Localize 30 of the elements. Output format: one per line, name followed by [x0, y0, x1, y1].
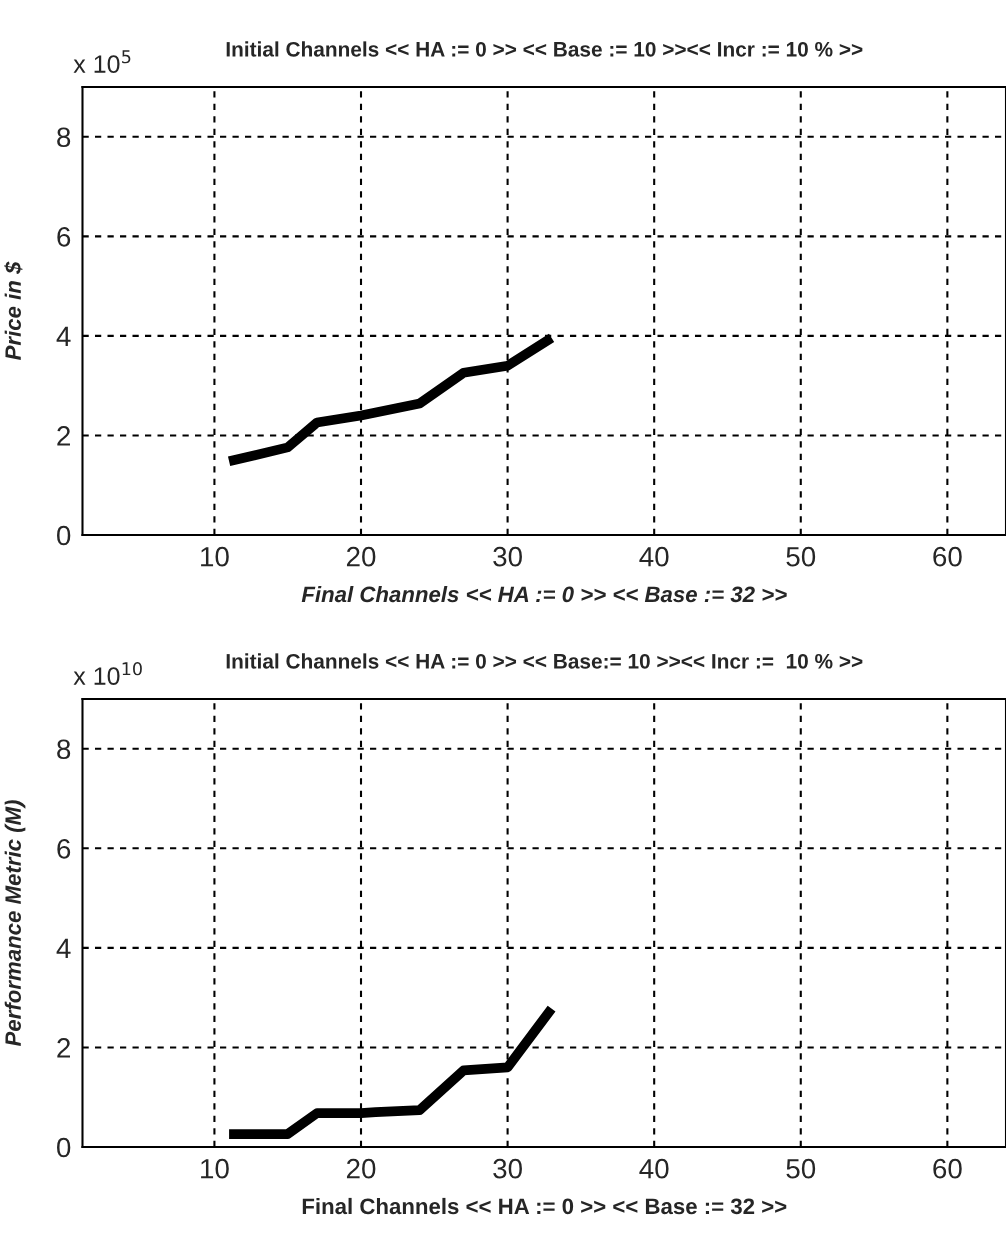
- y-tick-label: 6: [57, 839, 71, 859]
- y-axis-title: Performance Metric (M): [4, 800, 26, 1047]
- x-tick-label: 20: [346, 1158, 376, 1179]
- x-tick-label: 30: [493, 1158, 522, 1179]
- y-tick-label: 4: [56, 326, 71, 346]
- chart-title: Initial Channels << HA := 0 >> << Base:= 10 >><< Incr := 10 % >>: [226, 653, 863, 669]
- x-tick-label: 60: [933, 1158, 962, 1179]
- x-axis-title: Final Channels << HA := 0 >> << Base := 32 >>: [302, 1197, 787, 1215]
- text: x 10$^{5}$: [73, 50, 131, 73]
- y-tick-label: 2: [57, 1038, 70, 1058]
- y-tick-label: 6: [57, 227, 71, 247]
- y-tick-label: 4: [56, 938, 71, 958]
- x-tick-label: 10: [201, 546, 229, 567]
- x-tick-label: 50: [786, 546, 816, 567]
- x-tick-label: 40: [639, 1158, 669, 1179]
- y-tick-label: 8: [57, 739, 71, 760]
- y-axis-title: Price in $: [4, 261, 23, 361]
- y-tick-label: 0: [57, 525, 71, 546]
- text: x 10$^{10}$: [73, 662, 142, 685]
- x-tick-label: 60: [933, 546, 962, 567]
- x-tick-label: 40: [639, 546, 669, 567]
- y-tick-label: 8: [57, 127, 71, 148]
- y-tick-label: 0: [57, 1137, 71, 1158]
- x-tick-label: 20: [346, 546, 376, 567]
- x-tick-label: 50: [786, 1158, 816, 1179]
- y-tick-label: 2: [57, 426, 70, 446]
- x-tick-label: 10: [201, 1158, 229, 1179]
- x-tick-label: 30: [493, 546, 522, 567]
- x-axis-title: Final Channels << HA := 0 >> << Base := 32 >>: [301, 585, 787, 603]
- chart-title: Initial Channels << HA := 0 >> << Base := 10 >><< Incr := 10 % >>: [226, 41, 863, 57]
